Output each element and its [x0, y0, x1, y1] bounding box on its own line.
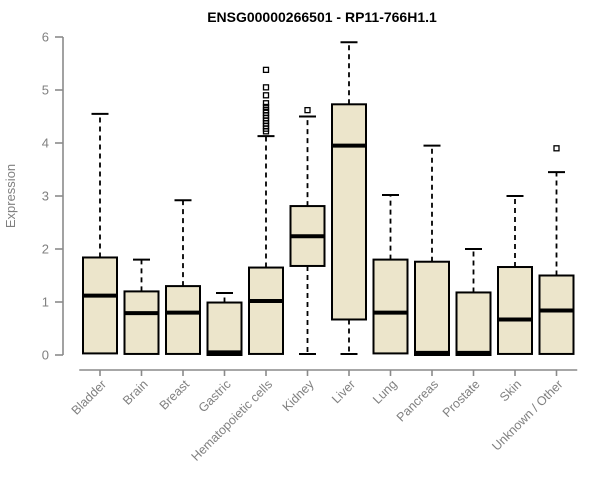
outlier-point [262, 106, 270, 114]
outlier-point [262, 103, 270, 111]
iqr-box [497, 266, 533, 355]
iqr-box [414, 260, 450, 356]
x-category-label: Hematopoietic cells [189, 377, 276, 464]
outlier-point [262, 92, 270, 99]
x-category-label: Bladder [69, 377, 109, 417]
y-tick-label: 4 [42, 136, 49, 151]
outlier-point [262, 66, 270, 74]
x-category-label: Lung [370, 377, 400, 407]
iqr-box [372, 258, 409, 355]
y-tick-label: 6 [42, 30, 49, 45]
iqr-box [165, 285, 201, 355]
chart-title: ENSG00000266501 - RP11-766H1.1 [207, 9, 437, 25]
x-category-label: Kidney [280, 377, 317, 414]
x-category-label: Pancreas [394, 377, 441, 424]
x-category-label: Gastric [196, 377, 234, 415]
iqr-box [248, 266, 284, 355]
outlier-point [553, 145, 560, 152]
y-tick-label: 5 [42, 83, 49, 98]
x-category-label: Prostate [440, 377, 483, 420]
iqr-box [123, 290, 160, 355]
x-category-label: Skin [497, 377, 524, 404]
outlier-point [304, 106, 311, 114]
y-tick-label: 2 [42, 242, 49, 257]
outlier-point [262, 84, 270, 91]
x-category-label: Unknown / Other [489, 377, 565, 453]
outlier-point [262, 100, 270, 107]
iqr-box [538, 274, 575, 355]
x-category-label: Brain [120, 377, 151, 408]
y-tick-label: 0 [42, 348, 49, 363]
y-tick-label: 3 [42, 189, 49, 204]
y-tick-label: 1 [42, 295, 49, 310]
iqr-box [331, 103, 367, 321]
iqr-box [82, 256, 118, 355]
x-category-label: Liver [329, 377, 358, 406]
y-axis-title: Expression [3, 164, 18, 228]
x-category-label: Breast [157, 377, 193, 413]
iqr-box [206, 301, 243, 356]
iqr-box [455, 291, 492, 356]
